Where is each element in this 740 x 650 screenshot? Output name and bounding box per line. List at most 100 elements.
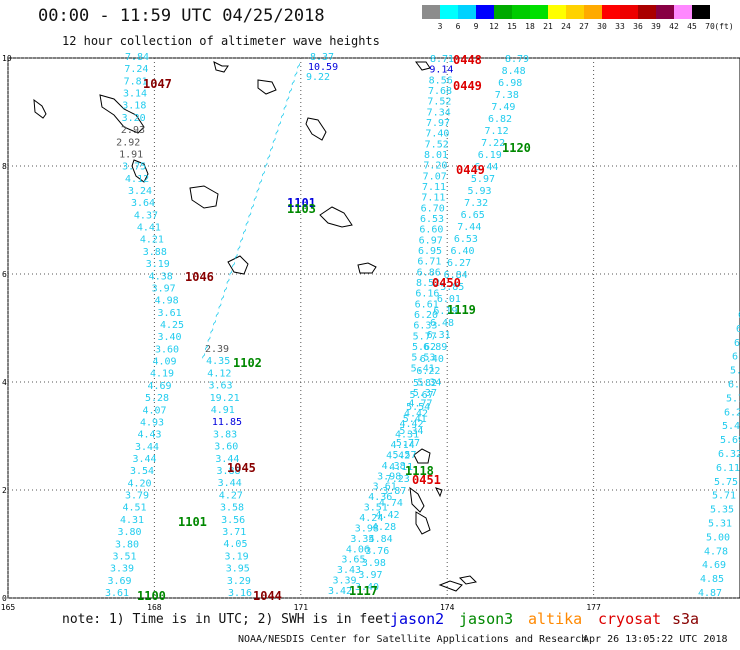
- wave-height-value: 3.87: [382, 486, 406, 497]
- wave-height-value: 5.82: [413, 378, 437, 389]
- wave-height-value: 3.88: [143, 247, 167, 258]
- track-time-label: 0451: [412, 473, 441, 487]
- footer-credit: NOAA/NESDIS Center for Satellite Applica…: [238, 634, 588, 645]
- wave-height-value: 3.98: [377, 471, 401, 482]
- wave-height-value: 3.51: [113, 551, 137, 562]
- wave-height-value: 4.91: [211, 405, 235, 416]
- wave-height-value: 3.98: [355, 523, 379, 534]
- wave-height-value: 3.19: [225, 551, 249, 562]
- wave-height-value: 5.79: [726, 393, 740, 404]
- wave-height-value: 4.77: [408, 398, 432, 409]
- dense-track-mark: ~: [247, 202, 260, 212]
- wave-height-value: 7.84: [125, 52, 149, 63]
- island-shape: [319, 206, 353, 228]
- colorbar-swatch: [584, 5, 602, 19]
- wave-height-value: 3.79: [125, 491, 149, 502]
- colorbar-label: 45: [687, 22, 697, 31]
- wave-height-value: 3.88: [217, 466, 241, 477]
- chart-title: 00:00 - 11:59 UTC 04/25/2018: [38, 6, 325, 26]
- colorbar-label: 21: [543, 22, 553, 31]
- legend-altika: altika: [528, 610, 582, 628]
- wave-height-value: 5.41: [411, 363, 435, 374]
- wave-height-value: 4.12: [125, 174, 149, 185]
- island-shape: [227, 255, 249, 275]
- wave-height-value: 7.23: [386, 474, 410, 485]
- dense-track-mark: ~: [279, 102, 292, 112]
- footer-timestamp: Apr 26 13:05:22 UTC 2018: [583, 634, 728, 645]
- wave-height-value: 3.56: [221, 515, 245, 526]
- wave-height-value: 5.34: [417, 377, 441, 388]
- wave-height-value: 4.20: [128, 478, 152, 489]
- wave-height-value: 4.41: [137, 223, 161, 234]
- wave-height-value: 7.32: [464, 198, 488, 209]
- wave-height-value: 3.63: [208, 381, 232, 392]
- track-time-labels: 1047104610451044110111031102110111000448…: [137, 53, 531, 603]
- dense-track-mark: ~: [244, 210, 257, 220]
- colorbar-label: 27: [579, 22, 589, 31]
- colorbar-label: 42: [669, 22, 679, 31]
- wave-height-value: 10.59: [308, 62, 338, 73]
- wave-height-value: 7.52: [425, 139, 449, 150]
- wave-height-value: 6.61: [415, 299, 439, 310]
- dense-track-mark: ~: [288, 77, 301, 87]
- colorbar-label: 15: [507, 22, 517, 31]
- wave-height-value: 4.98: [155, 296, 179, 307]
- y-tick-label: 4: [2, 378, 7, 387]
- wave-height-value: 6.44: [474, 162, 498, 173]
- wave-height-value: 6.33: [413, 321, 437, 332]
- wave-height-value: 6.53: [454, 234, 478, 245]
- wave-height-value: 5.28: [145, 393, 169, 404]
- wave-height-value: 4.69: [148, 381, 172, 392]
- wave-height-value: 1.91: [119, 149, 143, 160]
- wave-height-value: 7.24: [124, 64, 148, 75]
- chart-subtitle: 12 hour collection of altimeter wave hei…: [62, 34, 380, 48]
- dense-track-mark: ~: [285, 86, 298, 96]
- colorbar-swatch: [638, 5, 656, 19]
- wave-height-value: 3.65: [341, 555, 365, 566]
- wave-height-value: 19.21: [210, 393, 240, 404]
- wave-height-value: 4.87: [698, 588, 722, 599]
- wave-height-value: 4.36: [368, 492, 392, 503]
- track-time-label: 1100: [137, 589, 166, 603]
- wave-height-value: 4.09: [153, 357, 177, 368]
- colorbar-label: 12: [489, 22, 499, 31]
- wave-height-value: 3.61: [158, 308, 182, 319]
- wave-height-value: 5.75: [714, 477, 738, 488]
- wave-height-value: 6.11: [716, 463, 740, 474]
- wave-height-value: 3.97: [152, 283, 176, 294]
- wave-height-value: 6: [738, 310, 740, 321]
- wave-height-value: 5.34: [399, 426, 423, 437]
- dense-track-mark: ~: [277, 111, 290, 121]
- wave-height-value: 5.71: [712, 491, 736, 502]
- wave-height-value: 4.51: [123, 503, 147, 514]
- colorbar-unit: (ft): [714, 22, 734, 31]
- island-shape: [33, 98, 47, 119]
- dense-track-mark: ~: [274, 119, 287, 129]
- legend-cryosat-label: cryosat: [598, 610, 662, 628]
- wave-height-value: 6.48: [430, 318, 454, 329]
- colorbar-swatch: [512, 5, 530, 19]
- colorbar-swatch: [602, 5, 620, 19]
- wave-height-value: 3.44: [218, 478, 242, 489]
- wave-height-value: 6.71: [417, 257, 441, 268]
- wave-height-value: 3.19: [146, 259, 170, 270]
- colorbar-swatch: [548, 5, 566, 19]
- axis-tick-labels: 165 168 171 174 177 10 8 6 4 2 0: [1, 54, 601, 612]
- wave-height-value: 5.00: [706, 532, 730, 543]
- x-tick-label: 174: [440, 603, 455, 612]
- wave-height-value: 6.53: [420, 214, 444, 225]
- wave-height-value: 7.68: [428, 86, 452, 97]
- wave-height-value: 3.76: [365, 546, 389, 557]
- dense-track-mark: ~: [293, 61, 306, 71]
- wave-height-value: 5.77: [396, 438, 420, 449]
- legend-altika-label: altika: [528, 610, 583, 628]
- wave-height-value: 7.11: [422, 182, 446, 193]
- wave-height-value: 7.11: [421, 193, 445, 204]
- wave-height-value: 4.28: [372, 522, 396, 533]
- track-time-label: 1101: [287, 196, 316, 210]
- wave-height-value: 6: [734, 338, 740, 349]
- colorbar-swatch: [476, 5, 494, 19]
- wave-height-value: 3.16: [228, 588, 252, 599]
- wave-height-value: 7.12: [485, 126, 509, 137]
